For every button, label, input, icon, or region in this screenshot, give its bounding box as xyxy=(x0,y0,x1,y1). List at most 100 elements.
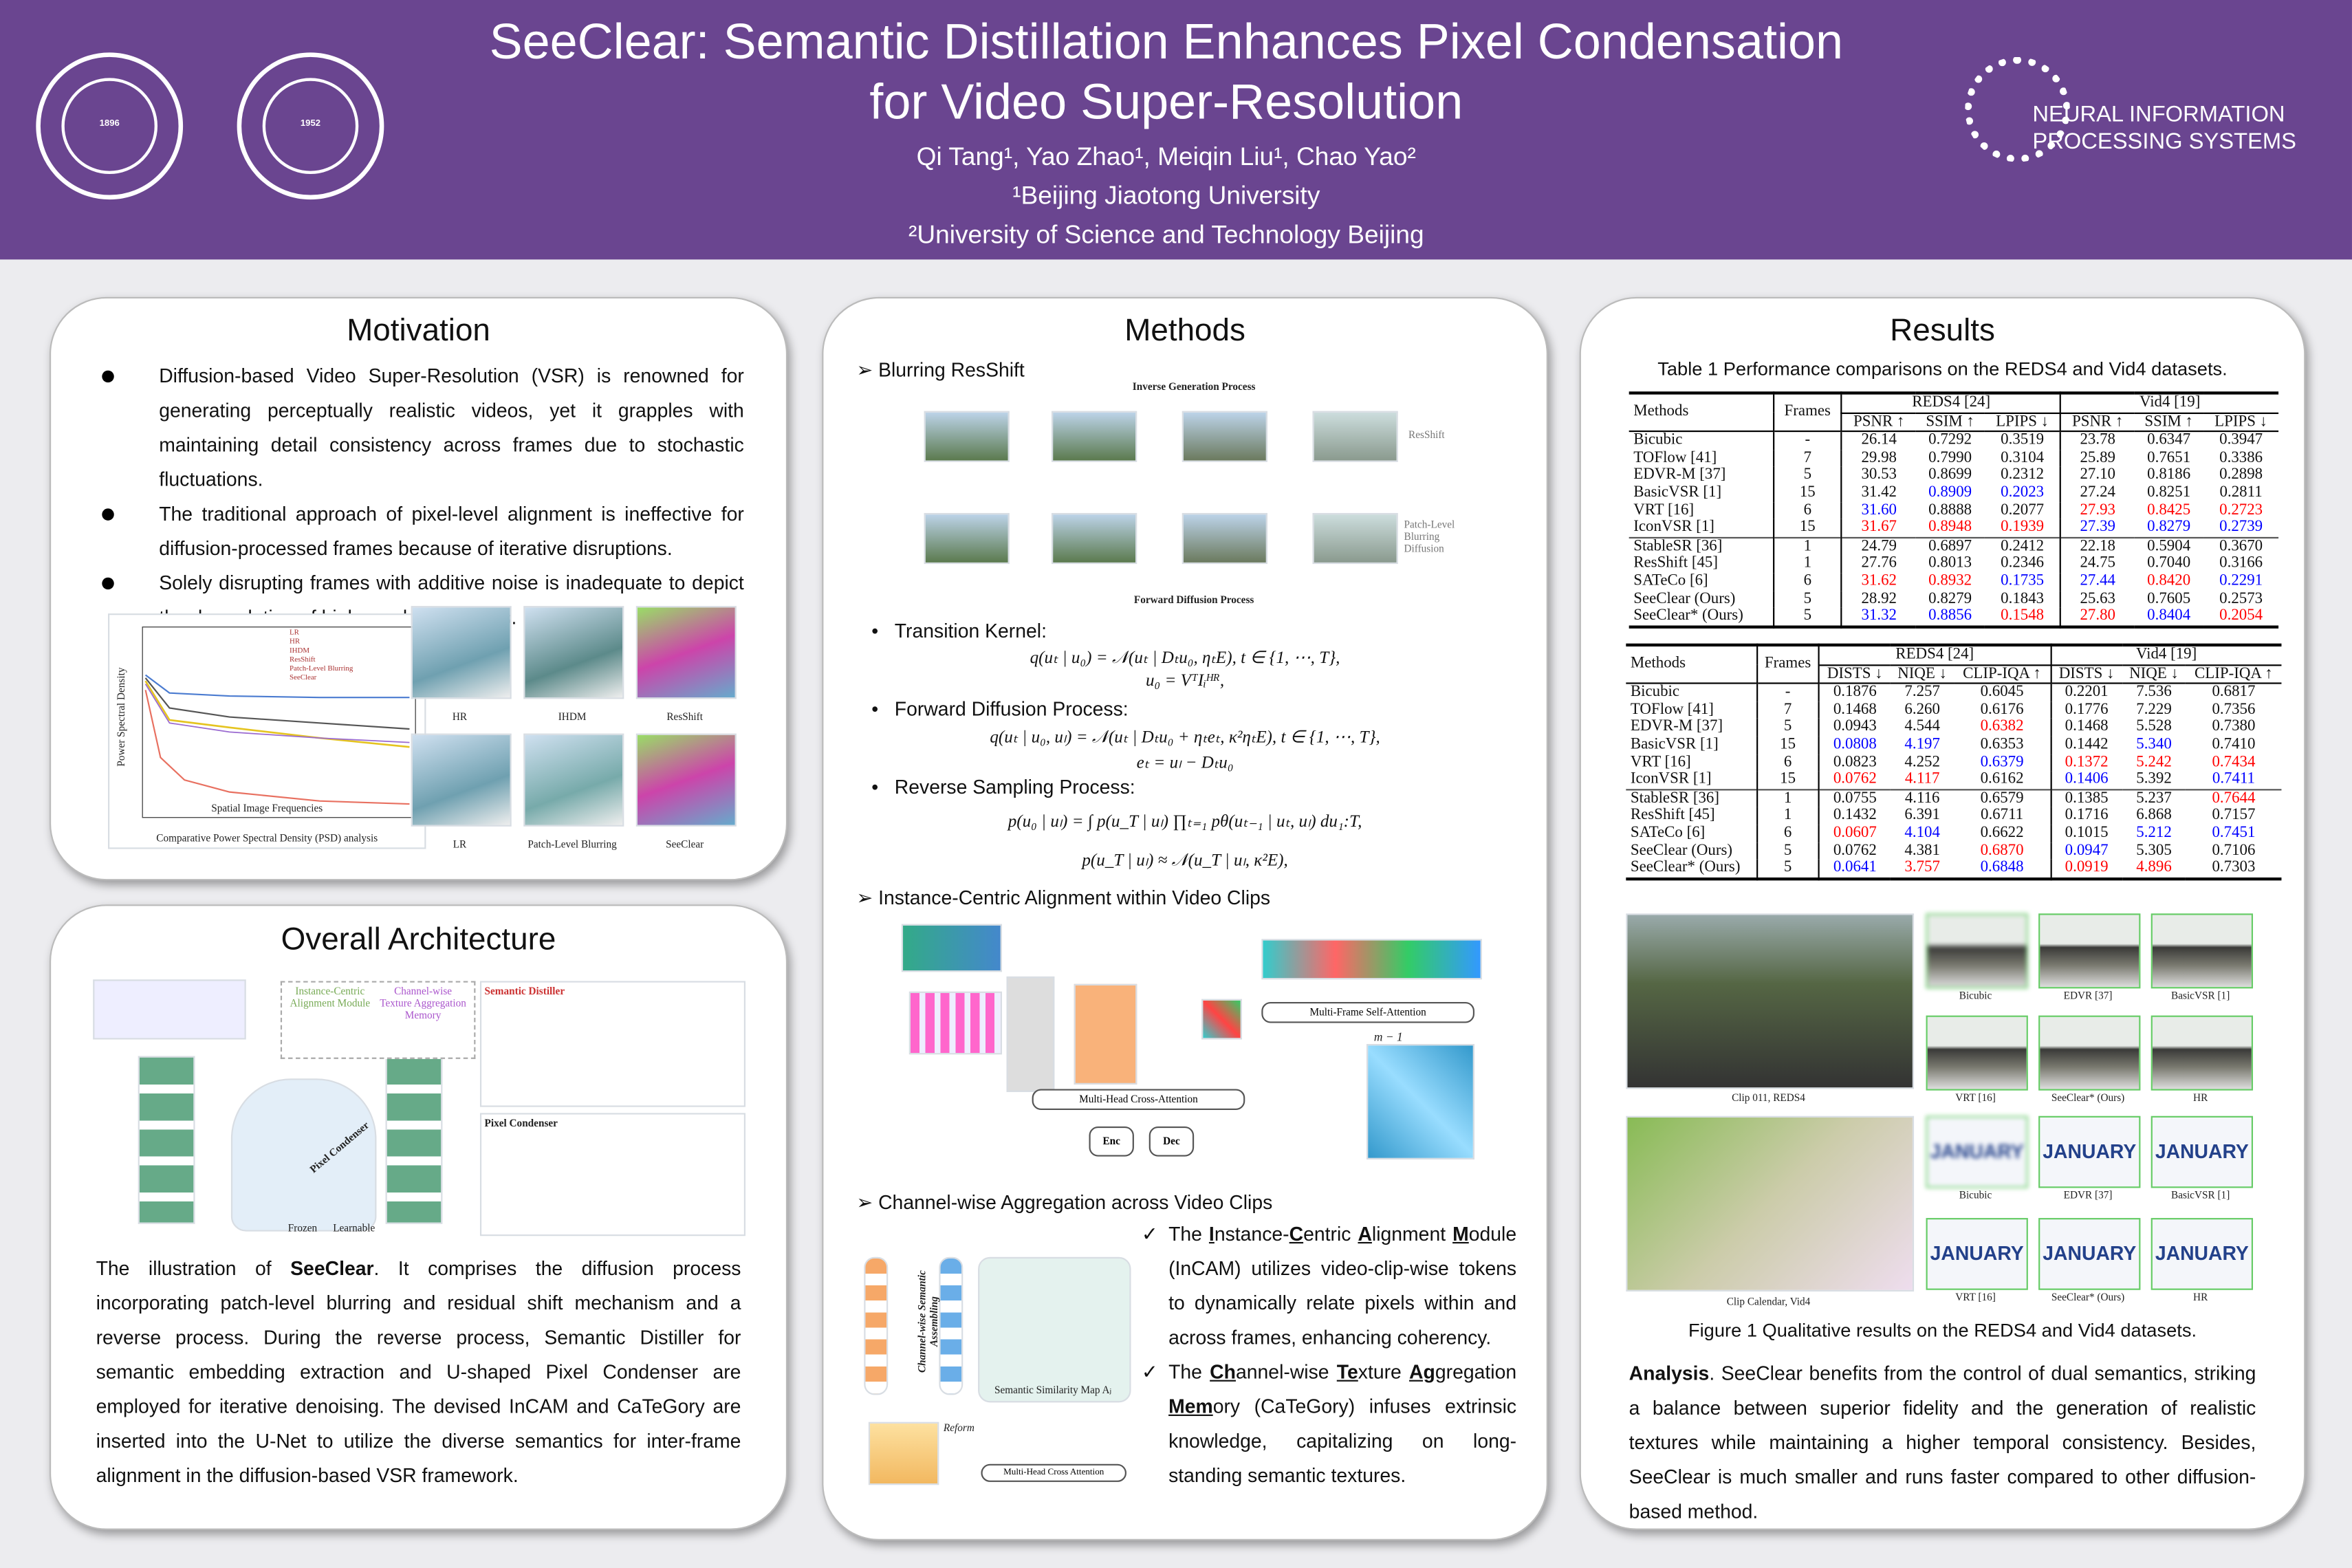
section-label: Channel-wise Aggregation across Video Cl… xyxy=(878,1190,1273,1214)
crop-label: VRT [16] xyxy=(1955,1291,1996,1304)
fig-label: ResShift xyxy=(1408,428,1445,442)
table-row: SeeClear* (Ours) 5 0.0641 3.757 0.6848 0.0919… xyxy=(1626,860,2282,879)
metric-value: 0.1939 xyxy=(1985,519,2062,538)
metric-value: 0.5904 xyxy=(2147,538,2191,555)
crop-label: HR xyxy=(2193,1091,2208,1104)
legend-entry: SeeClear xyxy=(289,675,317,683)
metric-value: 5.528 xyxy=(2136,719,2172,736)
frame-count: 7 xyxy=(1773,449,1843,468)
metric-value: 27.24 xyxy=(2080,484,2115,501)
metric-value: 29.98 xyxy=(1861,449,1897,466)
kernel-equation-1: q(uₜ | u₀) = 𝒩(uₜ | Dₜu₀, ηₜE), t ∈ {1, … xyxy=(1030,649,1340,668)
metric-value: 0.2054 xyxy=(2219,607,2263,624)
token-column xyxy=(864,1256,889,1395)
results-panel: Results Table 1 Performance comparisons … xyxy=(1579,296,2306,1530)
metric-value: 0.7651 xyxy=(2147,449,2191,466)
legend-entry: Patch-Level Blurring xyxy=(289,666,353,674)
neurips-logo: NEURAL INFORMATION PROCESSING SYSTEMS xyxy=(1965,56,2310,192)
encoder-label: Enc xyxy=(1089,1126,1134,1157)
metric-value: 0.7040 xyxy=(2147,555,2191,572)
table-row: BasicVSR [1] 15 31.42 0.8909 0.2023 27.24 0.82… xyxy=(1629,484,2278,502)
t: I xyxy=(1208,1222,1215,1245)
fig-label: Frozen xyxy=(287,1222,318,1235)
table-row: StableSR [36] 1 24.79 0.6897 0.2412 22.18 0.59… xyxy=(1629,537,2278,556)
frame-thumb xyxy=(1182,512,1268,565)
metric-value: 0.8279 xyxy=(2147,519,2191,536)
crop-label: BasicVSR [1] xyxy=(2171,1189,2230,1202)
section-label: Instance-Centric Alignment within Video … xyxy=(878,886,1271,909)
motivation-bullet: The traditional approach of pixel-level … xyxy=(96,497,744,565)
header-banner: 1896 1952 SeeClear: Semantic Distillatio… xyxy=(0,0,2352,260)
metric-value: 0.1468 xyxy=(1833,701,1877,719)
metric-value: 4.197 xyxy=(1904,736,1940,753)
metric-value: 7.257 xyxy=(1904,684,1940,701)
frame-count: 7 xyxy=(1756,701,1820,719)
table-row: EDVR-M [37] 5 0.0943 4.544 0.6382 0.1468 5.528… xyxy=(1626,719,2281,737)
flask-illustration xyxy=(230,1078,377,1232)
metric-value: 0.1468 xyxy=(2065,719,2109,736)
reverse-equation-2: p(u_T | uₗ) ≈ 𝒩(u_T | uₗ, κ²E), xyxy=(1082,851,1288,871)
method-name: EDVR-M [37] xyxy=(1629,467,1774,485)
neurips-line-2: PROCESSING SYSTEMS xyxy=(2032,129,2296,155)
roof-crop xyxy=(2150,913,2254,989)
metric-value: 0.7990 xyxy=(1928,449,1972,466)
surface-lr xyxy=(411,733,512,827)
table-row: SATeCo [6] 6 0.0607 4.104 0.6622 0.1015 5.212 0… xyxy=(1626,825,2281,842)
column-group-header: REDS4 [24] xyxy=(1842,393,2062,414)
metric-value: 27.44 xyxy=(2080,573,2115,590)
column-group-header: REDS4 [24] xyxy=(1818,644,2051,666)
metric-value: 6.260 xyxy=(1904,701,1940,719)
motivation-panel: Motivation Diffusion-based Video Super-R… xyxy=(49,296,788,881)
metric-value: 0.7411 xyxy=(2212,771,2256,788)
t: ory xyxy=(1212,1395,1241,1418)
t: gregation xyxy=(1435,1360,1517,1383)
frame-thumb xyxy=(1051,512,1137,565)
metric-value: 0.3386 xyxy=(2219,449,2263,466)
method-name: ResShift [45] xyxy=(1629,555,1774,574)
category-diagram: Channel-wise Semantic Assembling Semanti… xyxy=(860,1219,1131,1497)
t: M xyxy=(1452,1222,1469,1245)
section-channel-wise: ➢ Channel-wise Aggregation across Video … xyxy=(856,1190,1273,1214)
column-header-frames: Frames xyxy=(1756,644,1820,684)
frame-count: 6 xyxy=(1756,825,1820,842)
fig-label: Forward Diffusion Process xyxy=(1133,594,1254,607)
column-header-methods: Methods xyxy=(1629,393,1774,432)
method-name: TOFlow [41] xyxy=(1629,449,1774,468)
figure-caption: Figure 1 Qualitative results on the REDS… xyxy=(1688,1320,2197,1341)
frame-count: 15 xyxy=(1756,736,1820,754)
metric-value: 0.3166 xyxy=(2219,555,2263,572)
metric-value: 0.2573 xyxy=(2219,590,2263,607)
mhca-block: Multi-Head Cross-Attention xyxy=(1032,1089,1245,1111)
metric-value: 0.1716 xyxy=(2065,807,2109,825)
legend-entry: LR xyxy=(289,630,299,638)
t: (CaTeGory) infuses extrinsic knowledge, … xyxy=(1168,1395,1517,1487)
crop-label: EDVR [37] xyxy=(2063,990,2113,1002)
frame-thumb xyxy=(1051,411,1137,462)
methods-title: Methods xyxy=(1124,313,1245,349)
token-column xyxy=(939,1256,963,1395)
legend-entry: ResShift xyxy=(289,657,316,665)
metric-value: 0.1843 xyxy=(1985,590,2062,608)
metric-value: 0.1735 xyxy=(1985,573,2062,591)
metric-value: 0.7106 xyxy=(2212,842,2256,859)
method-name: StableSR [36] xyxy=(1629,537,1774,556)
metric-value: 31.60 xyxy=(1861,501,1897,519)
kernel-equation-2: u₀ = VᵀIᵢᴴᴿ, xyxy=(1145,672,1225,690)
t: xture xyxy=(1358,1360,1410,1383)
neurips-line-1: NEURAL INFORMATION xyxy=(2032,102,2285,128)
title-line-1: SeeClear: Semantic Distillation Enhances… xyxy=(489,13,1844,69)
metric-value: 0.7605 xyxy=(2147,590,2191,607)
metric-value: 0.2811 xyxy=(2219,484,2263,501)
table-row: VRT [16] 6 0.0823 4.252 0.6379 0.1372 5.242 0.7… xyxy=(1626,754,2281,772)
blurring-resshift-diagram: Inverse Generation Process ResShift Patc… xyxy=(901,380,1487,614)
frame-count: 1 xyxy=(1756,807,1820,825)
results-title: Results xyxy=(1890,313,1995,349)
metric-value: 6.868 xyxy=(2136,807,2172,825)
analysis-paragraph: Analysis. SeeClear benefits from the con… xyxy=(1629,1356,2256,1529)
metric-value: 5.340 xyxy=(2136,736,2172,753)
authors: Qi Tang¹, Yao Zhao¹, Meiqin Liu¹, Chao Y… xyxy=(916,142,1416,171)
metric-value: 0.2077 xyxy=(1985,501,2062,520)
metric-value: 0.8404 xyxy=(2147,607,2191,624)
metric-value: 26.14 xyxy=(1861,432,1897,449)
column-group-header: Vid4 [19] xyxy=(2060,393,2279,414)
